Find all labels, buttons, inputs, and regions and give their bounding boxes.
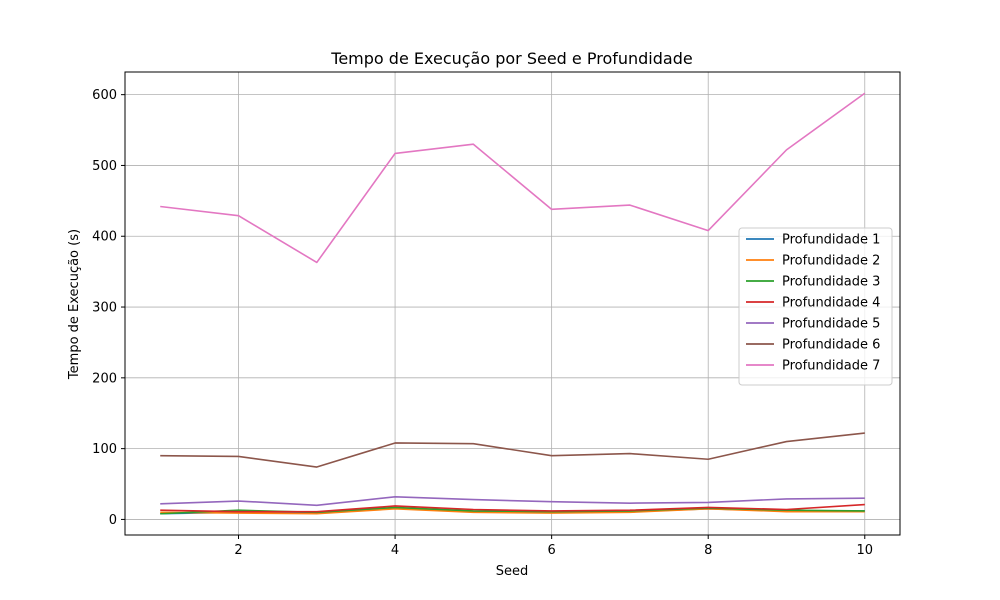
series-line-profundidade-5 [160,495,865,507]
x-tick-label: 4 [391,543,399,558]
legend-label: Profundidade 4 [782,296,880,311]
series-line-profundidade-7 [160,92,866,264]
legend-box [738,227,893,386]
y-tick-label: 200 [92,371,117,386]
legend-label: Profundidade 6 [782,338,880,353]
x-tick-label: 2 [234,543,242,558]
legend-label: Profundidade 3 [782,275,880,290]
x-tick-label: 10 [856,543,873,558]
legend: Profundidade 1 Profundidade 2 Profundidade… [738,227,893,386]
series-line-profundidade-4 [160,503,865,513]
y-tick-label: 600 [92,88,117,103]
legend-label: Profundidade 7 [782,359,880,374]
x-tick-label: 6 [548,543,556,558]
y-tick-label: 400 [92,230,117,245]
plot-area [124,71,901,536]
y-axis-label: Tempo de Execução (s) [67,229,82,380]
y-tick-label: 100 [92,442,117,457]
legend-label: Profundidade 1 [782,233,880,248]
y-axis: 0 100 200 300 400 500 600 [92,88,125,528]
y-tick-label: 0 [109,513,117,528]
chart-title: Tempo de Execução por Seed e Profundidad… [330,49,692,68]
y-tick-label: 300 [92,301,117,316]
x-axis-label: Seed [496,564,529,579]
legend-label: Profundidade 5 [782,317,880,332]
y-tick-label: 500 [92,159,117,174]
legend-label: Profundidade 2 [782,254,880,269]
x-axis: 2 4 6 8 10 [234,535,873,558]
series-line-profundidade-6 [160,432,865,468]
x-tick-label: 8 [704,543,712,558]
series-line-profundidade-2 [160,508,865,515]
series-lines [160,92,866,515]
